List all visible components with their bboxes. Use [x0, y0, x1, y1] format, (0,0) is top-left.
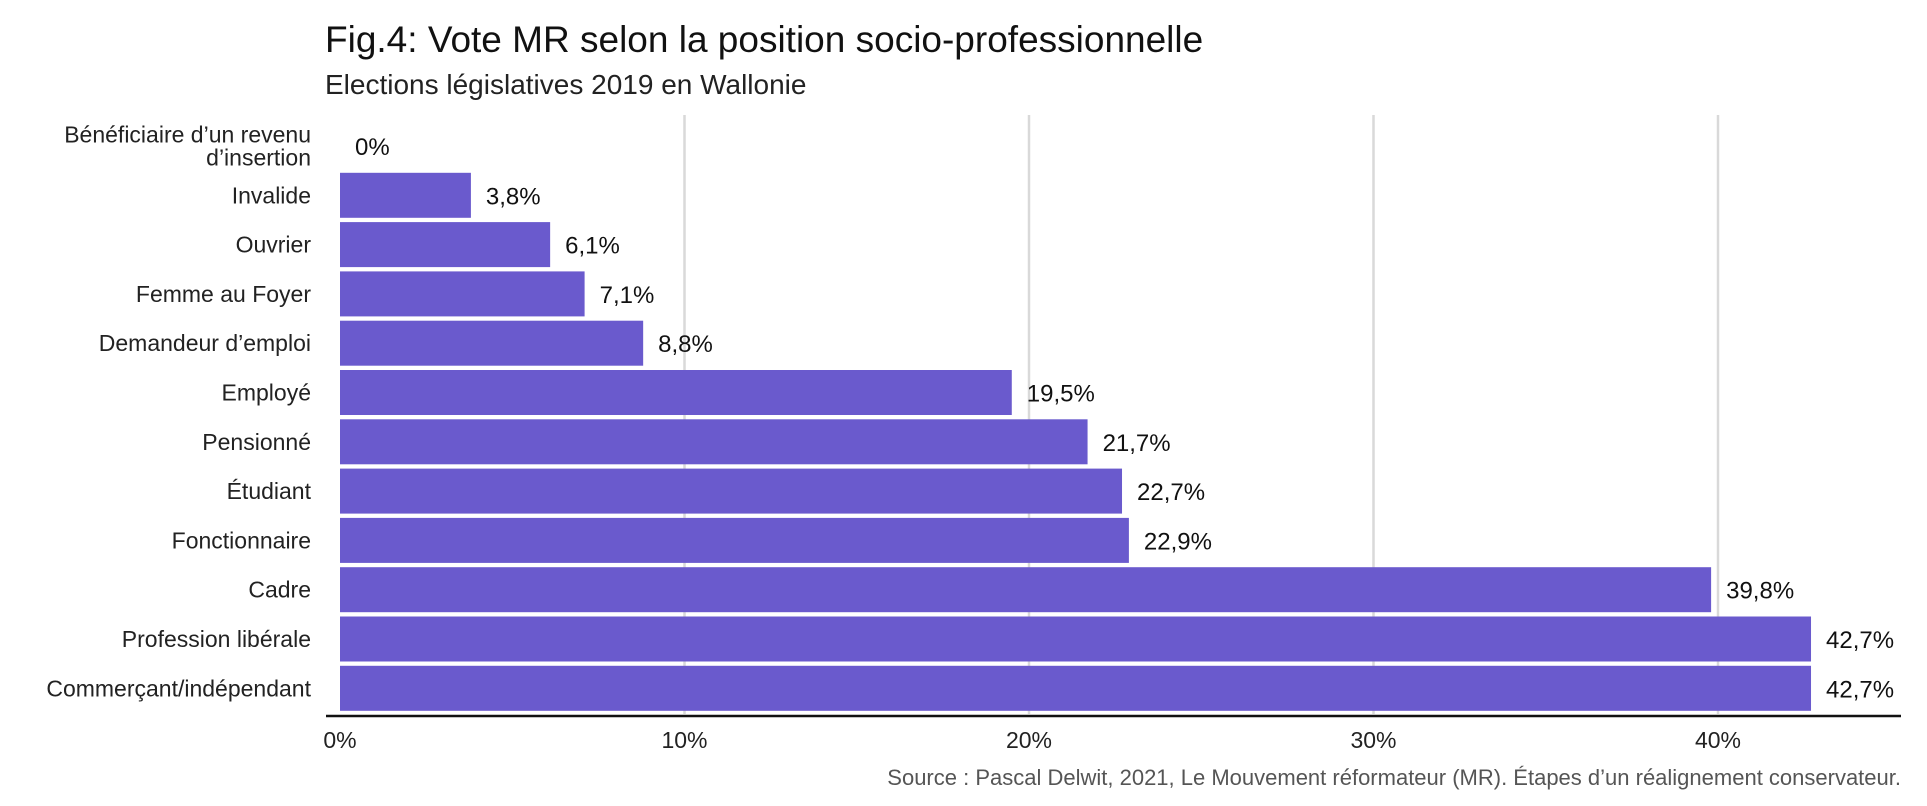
- x-tick-label-0: 0%: [323, 727, 356, 753]
- category-label-3: Femme au Foyer: [136, 281, 311, 307]
- bar-9: [340, 567, 1712, 613]
- category-label-5: Employé: [222, 380, 311, 406]
- bar-3: [340, 271, 585, 317]
- value-label-5: 19,5%: [1027, 381, 1095, 408]
- value-label-1: 3,8%: [486, 183, 541, 210]
- category-label-4: Demandeur d’emploi: [99, 330, 311, 356]
- category-label-2: Ouvrier: [236, 232, 312, 258]
- value-label-3: 7,1%: [600, 282, 655, 309]
- x-tick-label-2: 20%: [1006, 727, 1052, 753]
- value-label-7: 22,7%: [1137, 479, 1205, 506]
- value-label-4: 8,8%: [658, 331, 713, 358]
- category-label-11: Commerçant/indépendant: [46, 675, 311, 701]
- value-label-2: 6,1%: [565, 233, 620, 260]
- bar-4: [340, 320, 644, 366]
- value-label-6: 21,7%: [1103, 430, 1171, 457]
- category-label-1: Invalide: [232, 182, 311, 208]
- bars: [340, 172, 1812, 711]
- value-label-11: 42,7%: [1826, 676, 1894, 703]
- value-label-0: 0%: [355, 134, 390, 161]
- value-label-8: 22,9%: [1144, 528, 1212, 555]
- x-tick-label-1: 10%: [661, 727, 707, 753]
- bar-5: [340, 370, 1012, 415]
- category-label-10: Profession libérale: [122, 626, 311, 652]
- value-label-9: 39,8%: [1726, 578, 1794, 605]
- bar-2: [340, 222, 551, 268]
- bar-10: [340, 616, 1812, 662]
- x-tick-label-3: 30%: [1350, 727, 1396, 753]
- category-label-9: Cadre: [248, 577, 311, 603]
- category-label-6: Pensionné: [202, 429, 311, 455]
- bar-7: [340, 468, 1123, 514]
- x-tick-labels: 0% 10% 20% 30% 40%: [323, 727, 1741, 753]
- chart-title: Fig.4: Vote MR selon la position socio-p…: [325, 19, 1203, 60]
- source-note: Source : Pascal Delwit, 2021, Le Mouveme…: [887, 765, 1901, 790]
- value-labels: 0% 3,8% 6,1% 7,1%8,8% 19,5% 21,7% 22,7% 22,9% 39…: [355, 134, 1894, 703]
- category-label-8: Fonctionnaire: [172, 527, 311, 553]
- bar-11: [340, 665, 1812, 711]
- bar-6: [340, 419, 1088, 465]
- bar-1: [340, 172, 471, 218]
- x-tick-label-4: 40%: [1695, 727, 1741, 753]
- bar-8: [340, 517, 1129, 563]
- value-label-10: 42,7%: [1826, 627, 1894, 654]
- category-label-7: Étudiant: [227, 478, 312, 504]
- category-labels: Bénéficiaire d’un revenu d’insertion Inval…: [46, 122, 311, 702]
- category-label-0: Bénéficiaire d’un revenu d’insertion: [64, 122, 311, 171]
- chart-subtitle: Elections législatives 2019 en Wallonie: [325, 69, 806, 100]
